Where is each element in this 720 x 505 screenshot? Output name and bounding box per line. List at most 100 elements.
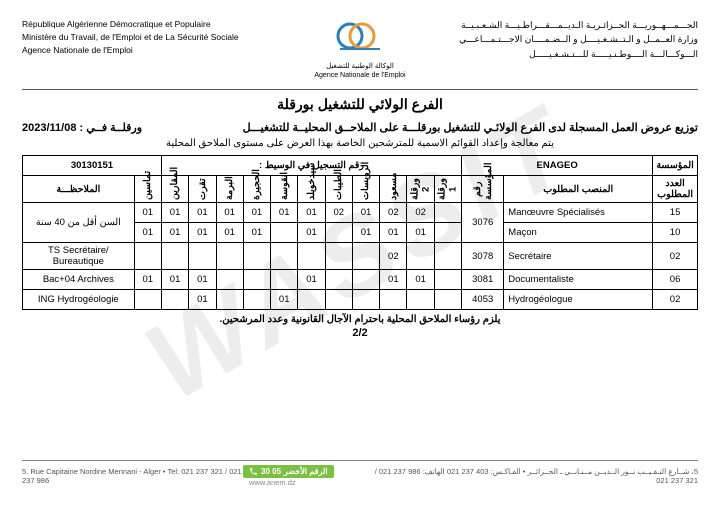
cell-value: 01	[189, 223, 216, 243]
cell-value: 01	[161, 270, 188, 290]
cell-count: 15	[653, 203, 698, 223]
ministry-ar: وزارة العــمــل و الـتــشـغـيــــل و الـ…	[441, 32, 698, 46]
ministry-fr: Ministère du Travail, de l'Emploi et de …	[22, 31, 279, 44]
letterhead: République Algérienne Démocratique et Po…	[22, 18, 698, 79]
col-c8: الرويسات	[352, 176, 379, 203]
cell-value	[189, 243, 216, 270]
footer: 5. Rue Capitaine Nordine Mennani - Alger…	[22, 460, 698, 487]
cell-value	[243, 243, 270, 270]
main-title: الفرع الولائي للتشغيل بورقلة	[22, 96, 698, 113]
cell-value	[434, 223, 461, 243]
cell-ref: 3078	[462, 243, 504, 270]
anem-logo-icon	[330, 18, 390, 58]
cell-value: 01	[243, 203, 270, 223]
header-left: République Algérienne Démocratique et Po…	[22, 18, 279, 56]
green-number-badge: 30 05 الرقم الأخضر	[243, 465, 334, 478]
cell-value: 01	[189, 290, 216, 310]
cell-count: 02	[653, 243, 698, 270]
cell-value: 01	[134, 270, 161, 290]
cell-value: 01	[216, 203, 243, 223]
header-right: الجـــمـــهــوريـــة الجــزائـريـة الـدي…	[441, 18, 698, 61]
logo-caption-fr: Agence Nationale de l'Emploi	[279, 72, 441, 79]
job-table: 30130151 رقم التسجيل في الوسيط : ENAGEO …	[22, 155, 698, 310]
cell-ref: 3076	[462, 203, 504, 243]
cell-value: 01	[352, 223, 379, 243]
dateline: توزيع عروض العمل المسجلة لدى الفرع الولا…	[22, 121, 698, 134]
cell-value	[325, 270, 352, 290]
cell-value	[161, 243, 188, 270]
date-value: ورقلــة فــي : 2023/11/08	[22, 121, 142, 134]
cell-value	[434, 290, 461, 310]
cell-count: 10	[653, 223, 698, 243]
cell-value	[325, 290, 352, 310]
col-ref: رقم المؤسسة	[462, 176, 504, 203]
footnote: يلزم رؤساء الملاحق المحلية باحترام الآجا…	[22, 314, 698, 325]
col-c11: ورقلة 1	[434, 176, 461, 203]
company-label: المؤسسة	[653, 156, 698, 176]
col-c4: الحجيرة	[243, 176, 270, 203]
distribution-text: توزيع عروض العمل المسجلة لدى الفرع الولا…	[243, 121, 698, 134]
cell-value: 01	[380, 223, 407, 243]
table-row: ING Hydrogéologie01014053Hydrogéologue02	[23, 290, 698, 310]
cell-value	[352, 243, 379, 270]
col-c3: البرمة	[216, 176, 243, 203]
cell-value: 01	[134, 203, 161, 223]
cell-post: Maçon	[504, 223, 653, 243]
cell-value: 01	[380, 270, 407, 290]
cell-value	[298, 243, 325, 270]
table-row: TS Secrétaire/ Bureautique023078Secrétai…	[23, 243, 698, 270]
col-count: العدد المطلوب	[653, 176, 698, 203]
cell-value: 01	[407, 270, 434, 290]
cell-value	[243, 290, 270, 310]
cell-value: 01	[407, 223, 434, 243]
cell-value	[352, 270, 379, 290]
cell-value	[216, 270, 243, 290]
cell-value	[271, 270, 298, 290]
footer-right: 5، شــارع النـقـيــب نــور الــديــن مــ…	[372, 467, 698, 485]
cell-ref: 3081	[462, 270, 504, 290]
cell-value: 01	[134, 223, 161, 243]
table-body: السن أقل من 40 سنة0101010101010102010202…	[23, 203, 698, 310]
cell-value	[243, 270, 270, 290]
table-row: السن أقل من 40 سنة0101010101010102010202…	[23, 203, 698, 223]
cell-value	[434, 243, 461, 270]
republic-fr: République Algérienne Démocratique et Po…	[22, 18, 279, 31]
cell-value	[161, 290, 188, 310]
cell-value: 01	[216, 223, 243, 243]
col-c0: تماسين	[134, 176, 161, 203]
cell-value	[380, 290, 407, 310]
cell-post: Manœuvre Spécialisés	[504, 203, 653, 223]
cell-value: 02	[407, 203, 434, 223]
cell-count: 06	[653, 270, 698, 290]
cell-value	[216, 243, 243, 270]
cell-value: 01	[298, 223, 325, 243]
cell-value	[216, 290, 243, 310]
cell-obs: السن أقل من 40 سنة	[23, 203, 135, 243]
logo-block: الوكالة الوطنية للتشغيل Agence Nationale…	[279, 18, 441, 79]
reg-number: 30130151	[23, 156, 162, 176]
cell-value	[134, 243, 161, 270]
cell-value	[407, 290, 434, 310]
cell-value: 01	[352, 203, 379, 223]
cell-post: Secrétaire	[504, 243, 653, 270]
col-c9: مسعود	[380, 176, 407, 203]
footer-url: www.anem.dz	[249, 478, 296, 487]
col-c1: المقارين	[161, 176, 188, 203]
cell-value: 02	[380, 203, 407, 223]
cell-value: 01	[298, 270, 325, 290]
cell-ref: 4053	[462, 290, 504, 310]
cell-value: 01	[189, 203, 216, 223]
cell-value	[325, 243, 352, 270]
cell-value: 01	[189, 270, 216, 290]
logo-caption-ar: الوكالة الوطنية للتشغيل	[279, 62, 441, 70]
cell-obs: ING Hydrogéologie	[23, 290, 135, 310]
agency-ar: الـــوكـــالـــة الــــوطـنـيـــــة للــ…	[441, 47, 698, 61]
col-obs: الملاحظـــة	[23, 176, 135, 203]
col-c2: تقرت	[189, 176, 216, 203]
cell-value: 02	[380, 243, 407, 270]
col-c5: انقوسة	[271, 176, 298, 203]
cell-value	[434, 203, 461, 223]
agency-fr: Agence Nationale de l'Emploi	[22, 44, 279, 57]
cell-post: Hydrogéologue	[504, 290, 653, 310]
col-c6: سيدخويلد	[298, 176, 325, 203]
